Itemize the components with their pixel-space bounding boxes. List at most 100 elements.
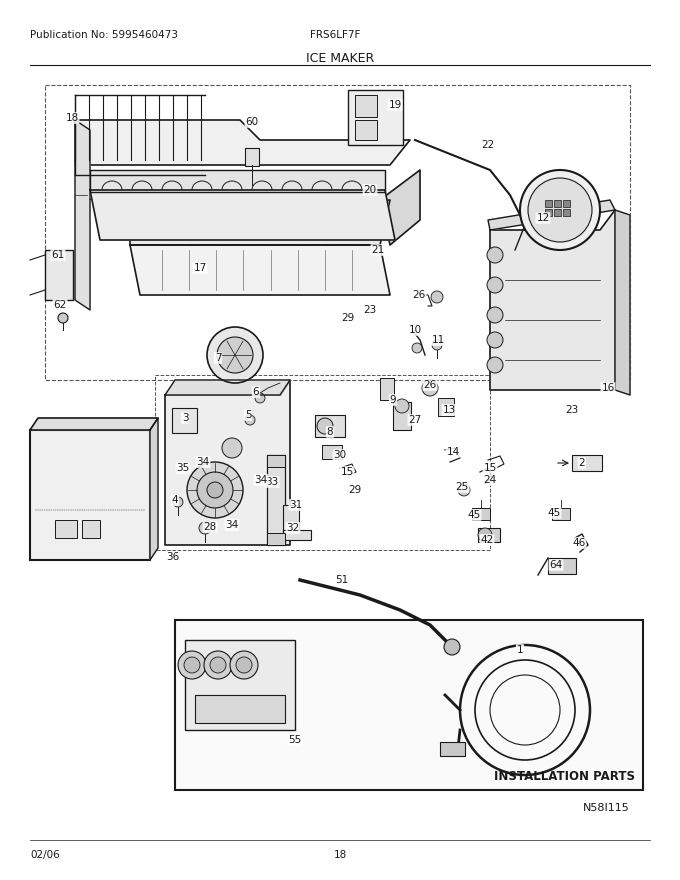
Text: 15: 15 — [341, 467, 354, 477]
Text: 27: 27 — [409, 415, 422, 425]
Polygon shape — [380, 170, 420, 245]
Text: 3: 3 — [182, 413, 188, 423]
Text: 9: 9 — [390, 395, 396, 405]
Circle shape — [204, 651, 232, 679]
Bar — [355, 120, 377, 140]
Circle shape — [444, 639, 460, 655]
Bar — [438, 398, 454, 416]
Polygon shape — [615, 210, 630, 395]
Circle shape — [478, 528, 492, 542]
Text: 8: 8 — [326, 427, 333, 437]
Bar — [552, 508, 570, 520]
Text: 26: 26 — [412, 290, 426, 300]
Circle shape — [487, 357, 503, 373]
Circle shape — [487, 277, 503, 293]
Bar — [322, 445, 342, 459]
Text: 33: 33 — [265, 477, 279, 487]
Text: 35: 35 — [176, 463, 190, 473]
Bar — [185, 640, 295, 730]
Circle shape — [199, 522, 211, 534]
Text: 60: 60 — [245, 117, 258, 127]
Text: 36: 36 — [167, 552, 180, 562]
Text: 13: 13 — [443, 405, 456, 415]
Text: 24: 24 — [483, 475, 496, 485]
Text: INSTALLATION PARTS: INSTALLATION PARTS — [494, 770, 635, 783]
Bar — [545, 209, 552, 216]
Circle shape — [197, 472, 233, 508]
Text: 31: 31 — [290, 500, 303, 510]
Text: 22: 22 — [481, 140, 494, 150]
Circle shape — [395, 399, 409, 413]
Text: FRS6LF7F: FRS6LF7F — [310, 30, 360, 40]
Text: 10: 10 — [409, 325, 422, 335]
Text: 51: 51 — [335, 575, 349, 585]
Text: 2: 2 — [579, 458, 585, 468]
Polygon shape — [150, 418, 158, 560]
Bar — [55, 520, 77, 538]
Text: 17: 17 — [193, 263, 207, 273]
Text: 32: 32 — [286, 523, 300, 533]
Bar — [545, 200, 552, 207]
Bar — [175, 620, 643, 790]
Circle shape — [520, 170, 600, 250]
Text: 62: 62 — [53, 300, 67, 310]
Text: 29: 29 — [348, 485, 362, 495]
Bar — [348, 90, 403, 145]
Text: 4: 4 — [171, 495, 178, 505]
Text: 02/06: 02/06 — [30, 850, 60, 860]
Bar — [380, 378, 394, 400]
Bar — [267, 455, 285, 467]
Polygon shape — [165, 380, 290, 395]
Text: 45: 45 — [547, 508, 560, 518]
Bar — [267, 455, 285, 545]
Circle shape — [187, 462, 243, 518]
Text: 16: 16 — [601, 383, 615, 393]
Bar — [548, 558, 576, 574]
Polygon shape — [75, 120, 90, 310]
Circle shape — [184, 657, 200, 673]
Text: 20: 20 — [363, 185, 377, 195]
Text: 7: 7 — [215, 353, 221, 363]
Circle shape — [487, 247, 503, 263]
Text: 14: 14 — [446, 447, 460, 457]
Circle shape — [207, 482, 223, 498]
Text: 55: 55 — [288, 735, 302, 745]
Text: 61: 61 — [52, 250, 65, 260]
Bar — [554, 209, 561, 216]
Circle shape — [412, 343, 422, 353]
Circle shape — [317, 418, 333, 434]
Text: 21: 21 — [371, 245, 385, 255]
Bar — [215, 342, 255, 368]
Bar — [283, 505, 299, 535]
Polygon shape — [490, 210, 615, 390]
Bar — [563, 209, 570, 216]
Bar — [45, 250, 73, 300]
Bar — [472, 508, 490, 520]
Polygon shape — [75, 120, 410, 165]
Bar — [82, 520, 100, 538]
Text: ICE MAKER: ICE MAKER — [306, 52, 374, 65]
Circle shape — [236, 657, 252, 673]
Text: 25: 25 — [456, 482, 469, 492]
Text: 30: 30 — [333, 450, 347, 460]
Bar — [554, 200, 561, 207]
Circle shape — [178, 651, 206, 679]
Text: 11: 11 — [431, 335, 445, 345]
Circle shape — [58, 313, 68, 323]
Circle shape — [528, 178, 592, 242]
Text: 34: 34 — [254, 475, 268, 485]
Circle shape — [207, 327, 263, 383]
Text: 6: 6 — [253, 387, 259, 397]
Circle shape — [487, 332, 503, 348]
Bar — [393, 402, 411, 430]
Text: 23: 23 — [363, 305, 377, 315]
Bar — [440, 742, 465, 756]
Text: N58I115: N58I115 — [583, 803, 630, 813]
Text: 34: 34 — [225, 520, 239, 530]
Bar — [572, 455, 602, 471]
Text: 64: 64 — [549, 560, 562, 570]
Text: 26: 26 — [424, 380, 437, 390]
Circle shape — [432, 340, 442, 350]
Polygon shape — [30, 418, 158, 430]
Circle shape — [422, 380, 438, 396]
